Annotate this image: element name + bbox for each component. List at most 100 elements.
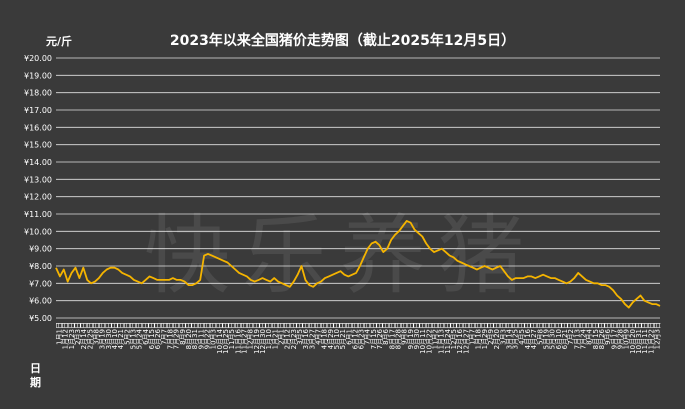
y-tick-label: ¥11.00 — [24, 210, 52, 219]
chart-title: 2023年以来全国猪价走势图（截止2025年12月5日） — [169, 33, 516, 49]
x-tick-label: 8月17日 — [388, 322, 396, 349]
x-tick-label: 12月19日 — [253, 322, 261, 354]
y-tick-label: ¥9.00 — [29, 245, 52, 254]
x-tick-label: 10月25日 — [222, 322, 230, 354]
x-tick-label: 10月31日 — [635, 322, 643, 354]
x-tick-label: 10月20日 — [629, 322, 637, 354]
x-tick-label: 8月6日 — [382, 322, 390, 345]
x-tick-label: 1月21日 — [271, 322, 279, 349]
x-tick-label: 2月25日 — [86, 322, 94, 349]
x-tick-label: 12月16日 — [456, 322, 464, 354]
x-tick-label: 8月4日 — [586, 322, 594, 345]
x-tick-label: 4月5日 — [518, 322, 526, 345]
x-tick-label: 9月6日 — [604, 322, 612, 345]
y-tick-label: ¥13.00 — [24, 175, 52, 184]
x-tick-label: 4月10日 — [111, 322, 119, 349]
x-tick-label: 2月20日 — [493, 322, 501, 349]
x-tick-label: 2月1日 — [277, 322, 285, 345]
x-tick-label: 2月9日 — [487, 322, 495, 345]
x-axis-label: 日期 — [30, 362, 41, 389]
x-tick-label: 2月3日 — [74, 322, 82, 345]
y-tick-label: ¥15.00 — [24, 141, 52, 150]
x-tick-label: 9月11日 — [197, 322, 205, 349]
x-tick-label: 2月12日 — [284, 322, 292, 349]
x-tick-label: 5月2日 — [123, 322, 131, 345]
x-tick-label: 7月29日 — [173, 322, 181, 349]
x-tick-label: 3月8日 — [93, 322, 101, 345]
y-tick-label: ¥16.00 — [24, 123, 52, 132]
x-tick-label: 6月15日 — [148, 322, 156, 349]
x-tick-label: 3月16日 — [302, 322, 310, 349]
x-tick-label: 11月27日 — [240, 322, 248, 354]
y-tick-label: ¥12.00 — [24, 193, 52, 202]
x-tick-label: 12月27日 — [462, 322, 470, 354]
x-tick-label: 3月27日 — [308, 322, 316, 349]
x-tick-label: 7月2日 — [567, 322, 575, 345]
x-tick-label: 6月1日 — [345, 322, 353, 345]
x-tick-label: 11月24日 — [444, 322, 452, 354]
x-tick-label: 11月11日 — [641, 322, 649, 354]
x-tick-label: 6月12日 — [351, 322, 359, 349]
x-tick-label: 9月30日 — [413, 322, 421, 349]
x-tick-label: 7月18日 — [167, 322, 175, 349]
x-tick-label: 4月7日 — [314, 322, 322, 345]
x-tick-label: 10月22日 — [425, 322, 433, 354]
x-tick-label: 11月5日 — [228, 322, 236, 349]
x-tick-label: 1月7日 — [469, 322, 477, 345]
x-tick-label: 1月10日 — [265, 322, 273, 349]
y-tick-label: ¥17.00 — [24, 106, 52, 115]
x-tick-label: 8月28日 — [395, 322, 403, 349]
x-tick-label: 8月26日 — [598, 322, 606, 349]
x-tick-label: 3月30日 — [105, 322, 113, 349]
y-tick-label: ¥19.00 — [24, 71, 52, 80]
x-tick-label: 12月8日 — [247, 322, 255, 349]
x-tick-label: 2月14日 — [80, 322, 88, 349]
x-tick-label: 11月22日 — [647, 322, 655, 354]
y-tick-label: ¥18.00 — [24, 89, 52, 98]
x-tick-label: 2月23日 — [290, 322, 298, 349]
x-tick-label: 4月29日 — [327, 322, 335, 349]
x-tick-label: 10月3日 — [210, 322, 218, 349]
x-tick-label: 3月14日 — [506, 322, 514, 349]
y-tick-label: ¥10.00 — [24, 227, 52, 236]
watermark: 快乐养猪 — [144, 206, 536, 306]
x-tick-label: 5月13日 — [130, 322, 138, 349]
y-tick-label: ¥6.00 — [29, 297, 52, 306]
y-tick-label: ¥5.00 — [29, 314, 52, 323]
x-tick-label: 4月18日 — [321, 322, 329, 349]
x-tick-label: 3月5日 — [296, 322, 304, 345]
series-line — [55, 219, 661, 309]
x-tick-label: 12月3日 — [653, 322, 661, 349]
x-tick-label: 1月12日 — [62, 322, 70, 349]
x-tick-label: 6月10日 — [555, 322, 563, 349]
x-tick-label: 10月14日 — [216, 322, 224, 354]
x-tick-label: 3月3日 — [499, 322, 507, 345]
x-tick-label: 12月30日 — [259, 322, 267, 354]
x-tick-label: 7月15日 — [370, 322, 378, 349]
x-tick-label: 11月2日 — [432, 322, 440, 349]
x-tick-label: 6月4日 — [142, 322, 150, 345]
x-tick-label: 8月20日 — [185, 322, 193, 349]
x-tick-label: 9月8日 — [401, 322, 409, 345]
x-tick-label: 1月18日 — [475, 322, 483, 349]
x-tick-label: 4月16日 — [524, 322, 532, 349]
x-tick-label: 8月31日 — [191, 322, 199, 349]
x-tick-label: 6月21日 — [561, 322, 569, 349]
x-tick-label: 7月26日 — [376, 322, 384, 349]
x-tick-label: 6月23日 — [358, 322, 366, 349]
x-tick-label: 7月7日 — [160, 322, 168, 345]
x-tick-label: 6月26日 — [154, 322, 162, 349]
x-tick-label: 8月9日 — [179, 322, 187, 345]
x-tick-label: 9月17日 — [610, 322, 618, 349]
y-tick-label: ¥8.00 — [29, 262, 52, 271]
x-tick-label: 10月9日 — [623, 322, 631, 349]
x-tick-label: 8月15日 — [592, 322, 600, 349]
x-tick-label: 3月25日 — [512, 322, 520, 349]
x-tick-label: 1月23日 — [68, 322, 76, 349]
x-tick-label: 7月4日 — [364, 322, 372, 345]
x-tick-label: 10月11日 — [419, 322, 427, 354]
x-tick-label: 5月30日 — [549, 322, 557, 349]
x-tick-label: 5月24日 — [136, 322, 144, 349]
x-tick-label: 9月19日 — [407, 322, 415, 349]
